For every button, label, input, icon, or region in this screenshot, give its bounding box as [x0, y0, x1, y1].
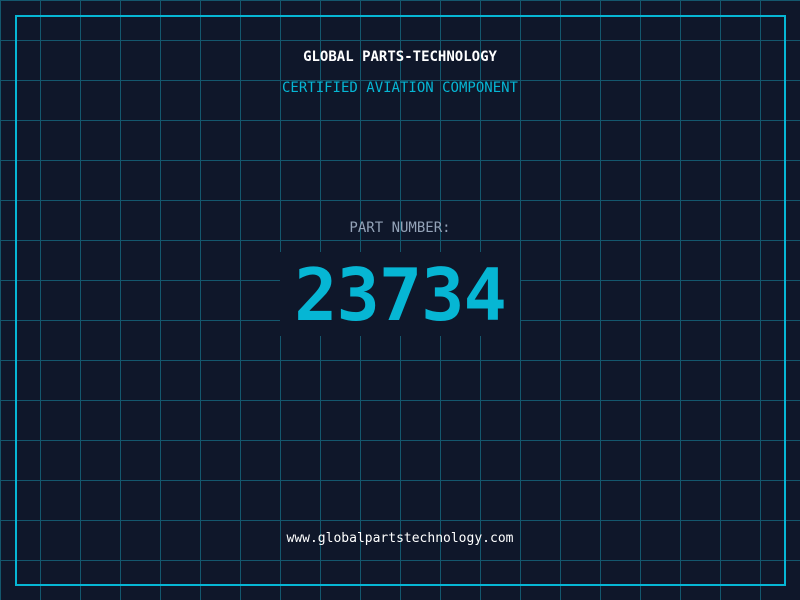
part-number-value: 23734 [294, 253, 507, 337]
part-number-backdrop [280, 252, 520, 336]
certification-subtitle: CERTIFIED AVIATION COMPONENT [281, 80, 518, 96]
company-title: GLOBAL PARTS-TECHNOLOGY [303, 49, 497, 65]
border-frame [15, 15, 786, 586]
part-number-label: PART NUMBER: [349, 220, 451, 236]
website-url: www.globalpartstechnology.com [286, 531, 514, 546]
